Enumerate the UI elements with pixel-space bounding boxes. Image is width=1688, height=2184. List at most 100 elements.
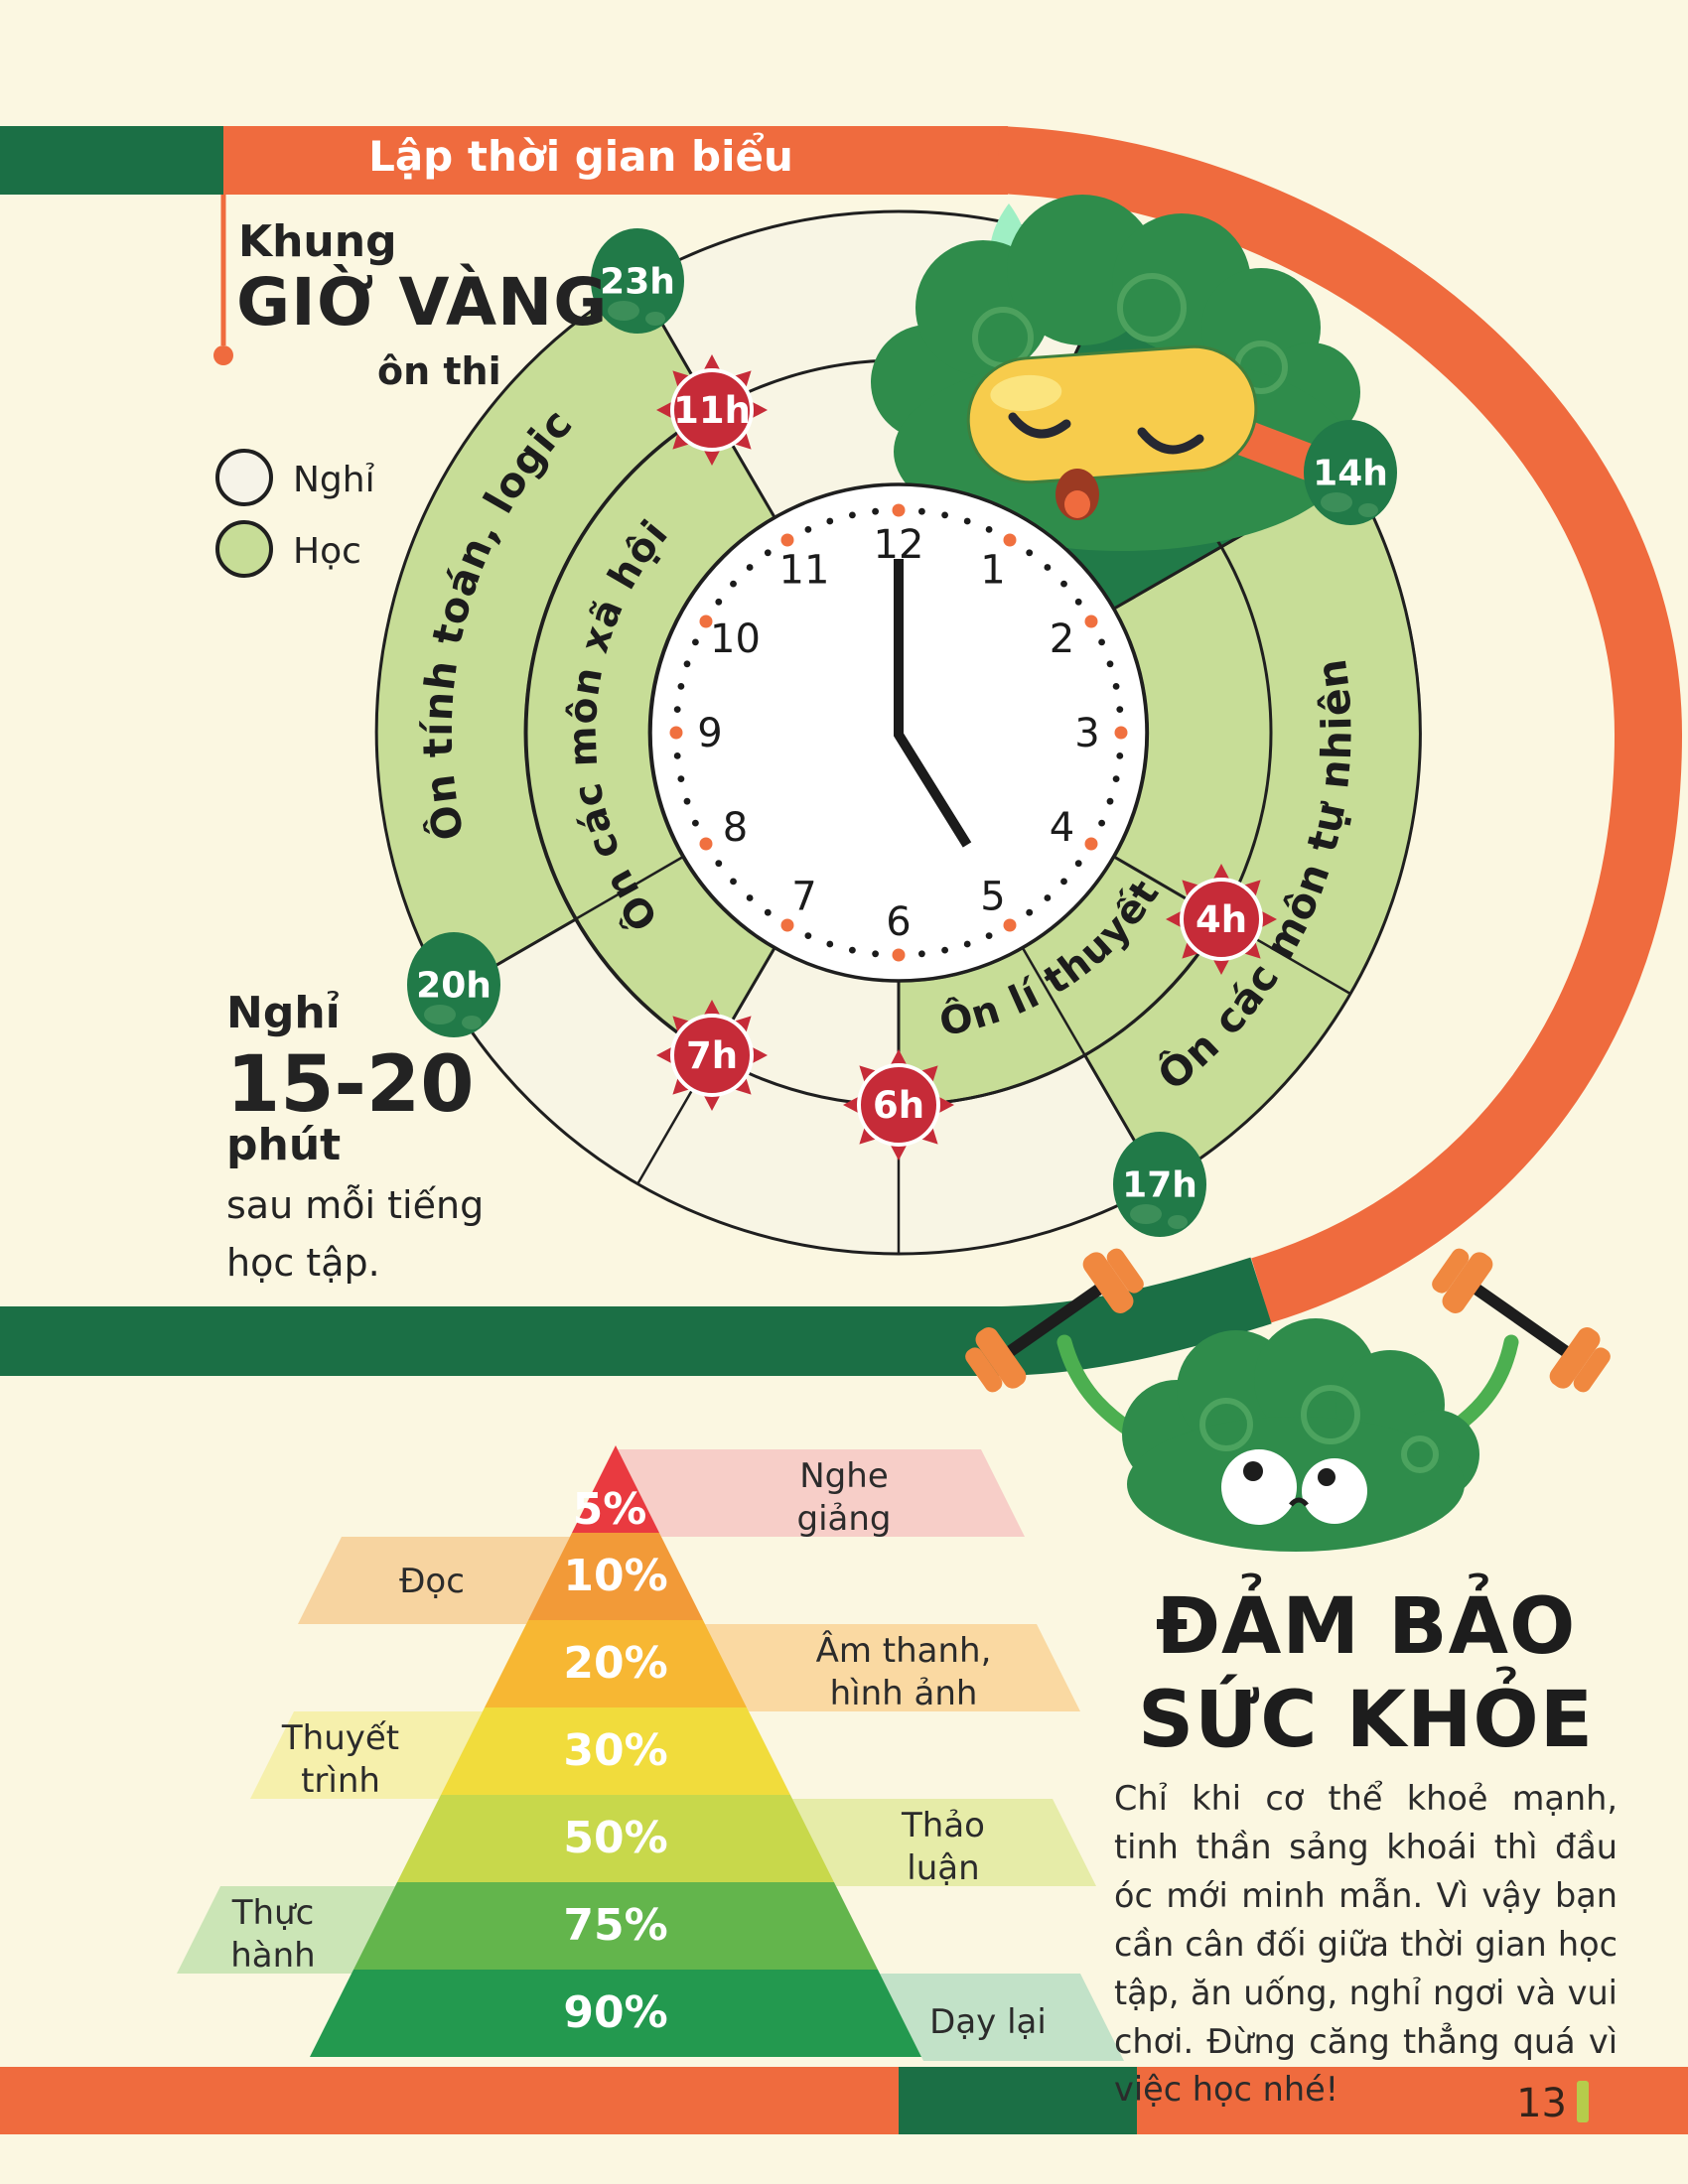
pyramid-pct-75: 75% xyxy=(563,1900,668,1951)
footer-tick xyxy=(1577,2081,1589,2122)
clock-minute-dot xyxy=(1106,660,1114,668)
clock-minute-dot xyxy=(1116,706,1124,713)
sleeping-broccoli xyxy=(871,195,1360,551)
clock-number-6: 6 xyxy=(886,899,911,945)
clock-minute-dot xyxy=(963,940,971,948)
clock-number-9: 9 xyxy=(697,711,722,756)
learning-pyramid xyxy=(177,1445,1124,2061)
clock-minute-dot xyxy=(849,946,856,954)
hour-badges: 23h 20h 14h 17h xyxy=(407,228,1397,1237)
clock-minute-dot xyxy=(1098,819,1105,827)
svg-text:4h: 4h xyxy=(1196,898,1247,941)
clock-hour-dot xyxy=(780,918,794,932)
pyramid-pct-30: 30% xyxy=(563,1725,668,1776)
clock-minute-dot xyxy=(715,598,723,606)
pyramid-label-day-lai: Dạy lại xyxy=(929,2002,1047,2042)
clock-number-10: 10 xyxy=(710,616,761,662)
clock-minute-dot xyxy=(985,932,993,939)
health-body-text: Chỉ khi cơ thể khoẻ mạnh, tinh thần sảng… xyxy=(1114,1779,1618,2110)
broccoli-eyes xyxy=(1221,1449,1367,1525)
closed-eyes-icon xyxy=(1008,412,1204,455)
clock-minute-dot xyxy=(1060,580,1067,588)
pyramid-pct-5: 5% xyxy=(572,1484,647,1535)
clock-minute-dot xyxy=(1074,860,1082,868)
page-title: Lập thời gian biểu xyxy=(368,132,793,181)
pyramid-label-am-thanh: Âm thanh, hình ảnh xyxy=(815,1631,992,1713)
sun-marker-7h: 7h xyxy=(654,998,770,1113)
pyramid-label-thuyet-trinh: Thuyết trình xyxy=(281,1718,400,1801)
clock-minute-dot xyxy=(764,549,772,557)
svg-text:17h: 17h xyxy=(1122,1165,1197,1206)
sun-marker-11h: 11h xyxy=(654,352,770,468)
clock-minute-dot xyxy=(849,511,856,519)
legend-study-label: Học xyxy=(293,531,361,572)
header-green-block xyxy=(0,126,223,195)
header-orange-bar xyxy=(223,126,1008,195)
clock-hour-dot xyxy=(699,614,713,628)
clock-minute-dot xyxy=(730,580,737,588)
rest-note-tail2: học tập. xyxy=(226,1241,380,1285)
clock-minute-dot xyxy=(746,894,754,901)
broccoli-swirls xyxy=(1199,1385,1439,1473)
clock-minute-dot xyxy=(804,526,812,533)
pyramid-pct-10: 10% xyxy=(563,1551,668,1601)
orange-ring-arc xyxy=(996,126,1683,1323)
pyramid-pct-20: 20% xyxy=(563,1638,668,1689)
clock-minute-dot xyxy=(826,517,834,525)
clock-minute-dot xyxy=(1074,598,1082,606)
clock-minute-dot xyxy=(1026,908,1034,916)
pyramid-label-bands xyxy=(177,1449,1124,2061)
pyramid-pct-50: 50% xyxy=(563,1813,668,1863)
rest-note-lead: Nghỉ xyxy=(226,988,341,1038)
hour-badge-17h: 17h xyxy=(1113,1132,1206,1237)
clock-hour-dot xyxy=(1003,533,1017,547)
clock-minute-dot xyxy=(1106,797,1114,805)
clock-minute-dot xyxy=(872,507,879,515)
clock-minute-dot xyxy=(715,860,723,868)
footer-green-segment xyxy=(899,2067,1137,2134)
rest-note-unit: phút xyxy=(226,1120,342,1170)
clock-number-1: 1 xyxy=(980,548,1005,594)
legend-study-swatch xyxy=(215,520,273,578)
clock-minute-dot xyxy=(941,946,948,954)
clock-minute-dot xyxy=(1112,775,1120,782)
footer-bar xyxy=(0,2067,1688,2134)
golden-hours-subtitle: ôn thi xyxy=(377,349,501,393)
clock-hour-dot xyxy=(1084,837,1098,851)
sun-marker-4h: 4h xyxy=(1164,862,1279,977)
clock-minute-dot xyxy=(1098,638,1105,646)
clock-number-11: 11 xyxy=(779,548,830,594)
clock-minute-dot xyxy=(918,950,925,958)
clock-minute-dot xyxy=(1112,683,1120,690)
sun-marker-6h: 6h xyxy=(841,1047,956,1162)
clock-minute-dot xyxy=(677,775,685,782)
clock-minute-dot xyxy=(826,940,834,948)
clock-minute-dot xyxy=(1044,894,1052,901)
exercise-broccoli xyxy=(965,1248,1611,1552)
legend-rest-label: Nghỉ xyxy=(293,460,375,500)
clock-minute-dot xyxy=(683,797,691,805)
clock-minute-dot xyxy=(1026,549,1034,557)
golden-hours-kicker: Khung xyxy=(238,216,397,267)
clock-minute-dot xyxy=(677,683,685,690)
pyramid-pct-90: 90% xyxy=(563,1987,668,2038)
health-title-line1: ĐẢM BẢO xyxy=(1155,1582,1577,1672)
clock-hour-dot xyxy=(892,948,906,962)
clock-minute-dot xyxy=(804,932,812,939)
hour-badge-20h: 20h xyxy=(407,932,500,1037)
golden-hours-title: GIỜ VÀNG xyxy=(236,264,609,341)
clock-hour-dot xyxy=(1114,726,1128,740)
clock-minute-dot xyxy=(941,511,948,519)
svg-text:6h: 6h xyxy=(873,1084,924,1127)
clock-minute-dot xyxy=(1044,564,1052,571)
pyramid-rows xyxy=(310,1445,921,2057)
clock-hour-dot xyxy=(1084,614,1098,628)
clock-minute-dot xyxy=(764,908,772,916)
dumbbell-right-icon xyxy=(1432,1248,1611,1393)
legend-rest-swatch xyxy=(215,449,273,506)
clock-hour-dot xyxy=(780,533,794,547)
clock-number-3: 3 xyxy=(1074,711,1099,756)
